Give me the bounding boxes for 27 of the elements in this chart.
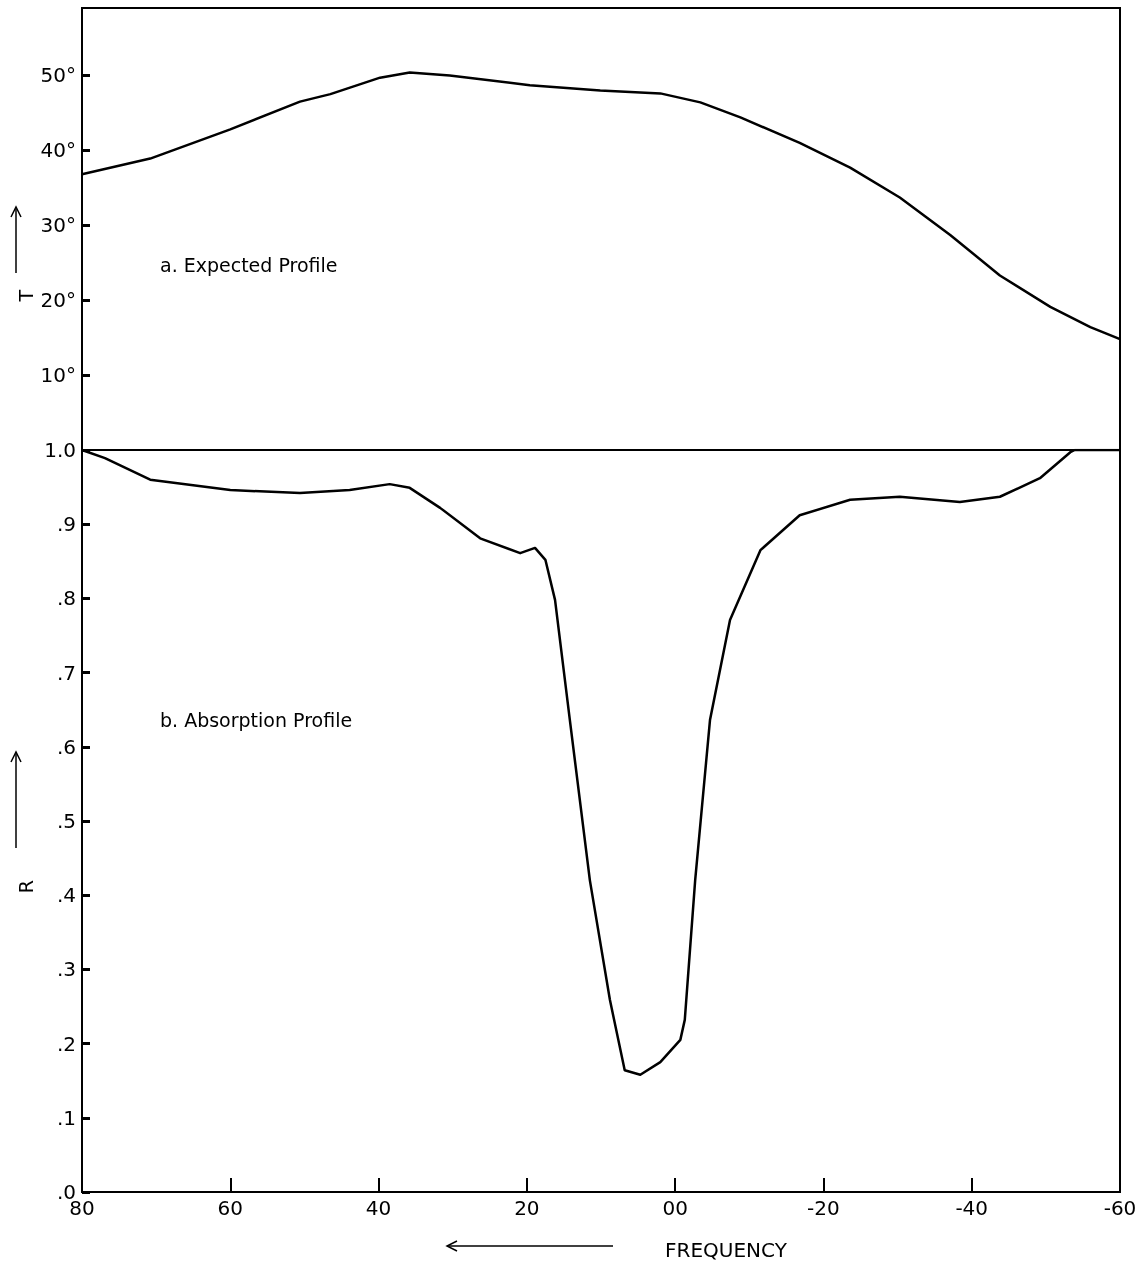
y-axis-title: T bbox=[14, 289, 37, 303]
y-tick-label: .6 bbox=[56, 734, 76, 759]
y-tick-label: 20° bbox=[40, 288, 76, 313]
x-tick-label: -60 bbox=[1103, 1196, 1137, 1220]
y-tick-label: 50° bbox=[40, 63, 76, 88]
y-tick-label: 10° bbox=[40, 363, 76, 388]
y-tick-label: .9 bbox=[56, 512, 76, 537]
y-tick-label: 40° bbox=[40, 138, 76, 163]
x-tick-label: 40 bbox=[365, 1196, 392, 1220]
y-tick-label: .2 bbox=[56, 1031, 76, 1056]
y-tick-label: .5 bbox=[56, 809, 76, 833]
y-axis-title: R bbox=[14, 880, 37, 894]
y-tick-label: .1 bbox=[56, 1105, 76, 1130]
y-tick-label: .3 bbox=[56, 957, 76, 982]
y-tick-label: .8 bbox=[56, 586, 76, 611]
x-axis-title: FREQUENCY bbox=[665, 1238, 788, 1262]
y-tick-label: 30° bbox=[40, 213, 76, 238]
x-tick-label: -40 bbox=[955, 1196, 989, 1220]
x-tick-label: -20 bbox=[807, 1196, 840, 1220]
y-tick-label: .7 bbox=[56, 660, 76, 685]
y-tick-label: .4 bbox=[56, 883, 76, 908]
y-tick-label: 1.0 bbox=[44, 438, 76, 462]
annotation: b. Absorption Profile bbox=[160, 708, 353, 731]
x-tick-label: 20 bbox=[514, 1196, 540, 1220]
annotation: a. Expected Profile bbox=[160, 253, 338, 276]
x-tick-label: 60 bbox=[217, 1196, 244, 1220]
x-tick-label: 00 bbox=[662, 1196, 688, 1220]
